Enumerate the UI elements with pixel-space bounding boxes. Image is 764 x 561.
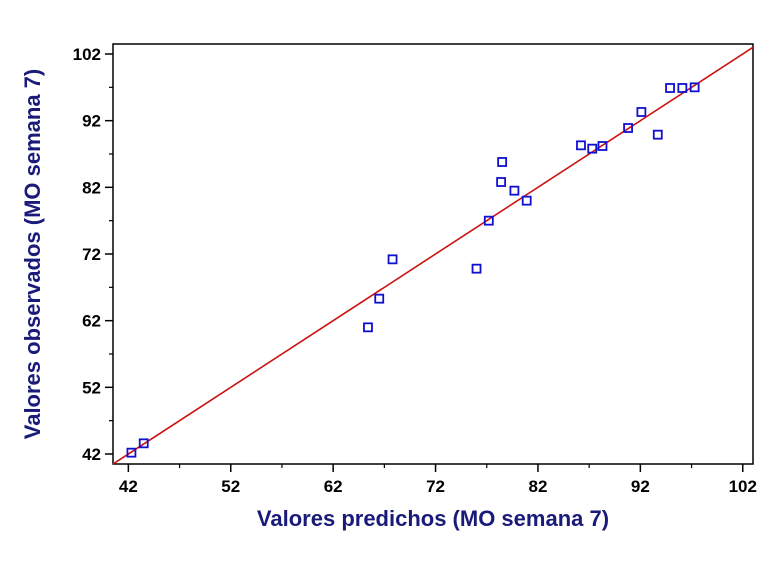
x-axis-title: Valores predichos (MO semana 7) (257, 506, 609, 531)
data-point (576, 140, 586, 151)
data-point (636, 107, 647, 117)
x-tick-label: 62 (324, 477, 343, 496)
x-tick-label: 82 (528, 477, 547, 496)
y-tick-label: 62 (82, 312, 101, 331)
plot-area (112, 43, 754, 465)
y-tick-label: 52 (82, 378, 101, 397)
data-point (483, 215, 494, 226)
fit-line-layer (112, 46, 754, 465)
x-tick-label: 102 (729, 477, 757, 496)
data-point (138, 438, 149, 449)
fit-line (112, 46, 754, 465)
y-axis: 42 52 62 72 82 92 102 (73, 45, 113, 464)
x-tick-label: 42 (119, 477, 138, 496)
x-tick-label: 92 (631, 477, 650, 496)
data-point (665, 83, 675, 93)
data-point (374, 293, 385, 304)
x-axis: 42 52 62 72 82 92 102 (119, 464, 757, 496)
y-axis-title: Valores observados (MO semana 7) (20, 69, 45, 440)
data-point (126, 447, 137, 458)
data-point (363, 322, 373, 333)
data-points-layer (126, 82, 700, 458)
x-tick-label: 72 (426, 477, 445, 496)
data-point (471, 263, 482, 274)
y-tick-label: 92 (82, 112, 101, 131)
data-point (597, 141, 608, 151)
data-point (623, 123, 633, 133)
data-point (497, 157, 508, 167)
data-point (521, 195, 532, 206)
data-point (677, 83, 688, 93)
y-tick-label: 72 (82, 245, 101, 264)
data-point (496, 177, 506, 187)
x-tick-label: 52 (221, 477, 240, 496)
data-point (509, 185, 520, 196)
y-tick-label: 102 (73, 45, 101, 64)
y-tick-label: 82 (82, 178, 101, 197)
data-point (387, 254, 398, 265)
y-tick-label: 42 (82, 445, 101, 464)
data-point (689, 82, 700, 93)
data-point (652, 129, 663, 140)
data-point (587, 143, 598, 154)
